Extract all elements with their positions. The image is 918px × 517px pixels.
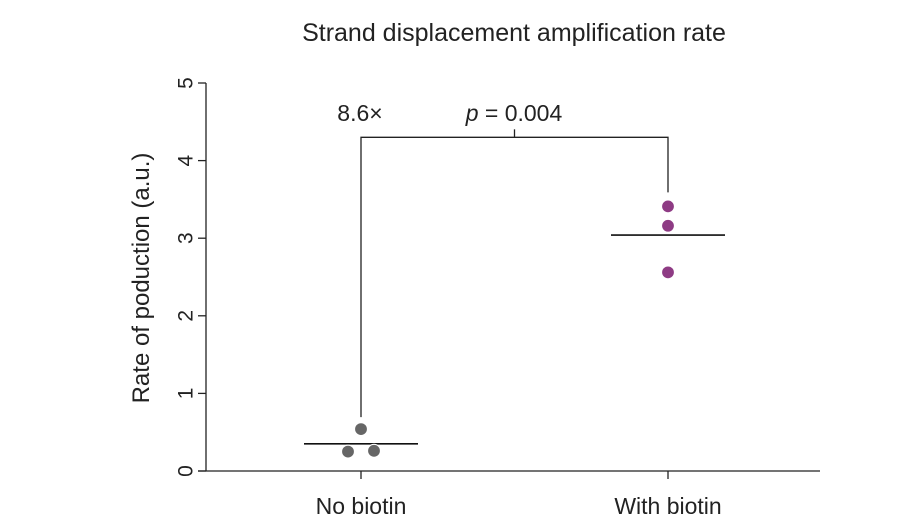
significance-bracket xyxy=(360,136,669,418)
y-tick-label: 4 xyxy=(174,154,197,166)
data-point xyxy=(660,199,676,214)
y-tick-label: 3 xyxy=(174,232,197,244)
data-point xyxy=(340,444,356,459)
y-tick-label: 1 xyxy=(174,388,197,400)
data-point xyxy=(353,421,369,437)
x-tick-label: With biotin xyxy=(614,493,721,517)
data-marks xyxy=(304,199,725,459)
axes: 0 1 2 3 4 5 No biotin With biotin xyxy=(174,77,820,517)
y-tick-label: 5 xyxy=(174,77,197,89)
data-point xyxy=(660,265,676,280)
p-value: = 0.004 xyxy=(479,100,563,126)
p-value-label: p = 0.004 xyxy=(465,100,563,126)
y-tick-label: 2 xyxy=(174,310,197,322)
p-symbol: p xyxy=(465,100,479,126)
y-tick-label: 0 xyxy=(174,465,197,477)
significance-annotation: 8.6× p = 0.004 xyxy=(337,100,669,418)
fold-change-label: 8.6× xyxy=(337,100,382,126)
x-tick-label: No biotin xyxy=(316,493,407,517)
data-point xyxy=(366,443,382,458)
y-axis-label: Rate of poduction (a.u.) xyxy=(128,153,155,404)
data-point xyxy=(660,218,676,233)
chart-title: Strand displacement amplification rate xyxy=(302,19,726,47)
